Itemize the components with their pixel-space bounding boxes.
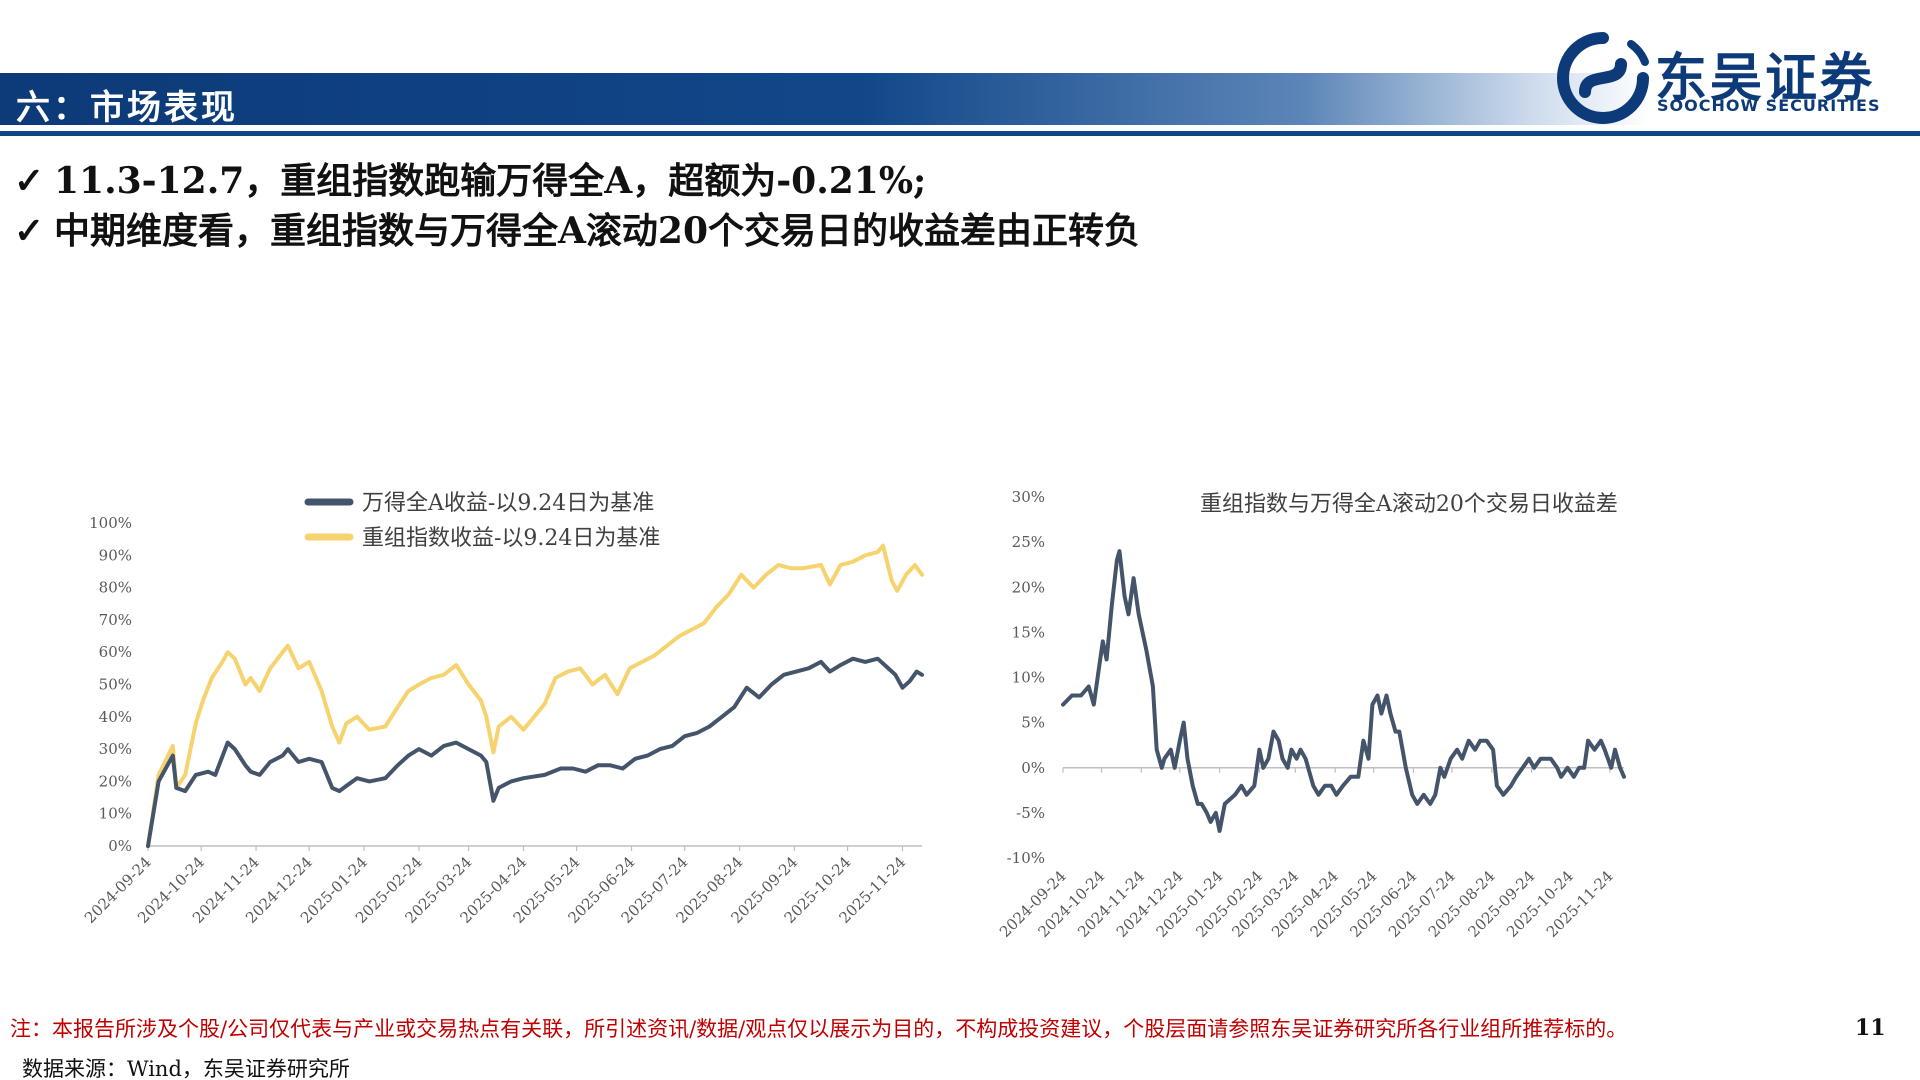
y-tick-label: 80% (99, 579, 132, 597)
y-tick-label: -5% (1016, 804, 1045, 822)
y-tick-label: 100% (89, 514, 132, 532)
brand-logo: 东吴证券 SOOCHOW SECURITIES (1555, 30, 1915, 130)
y-tick-label: 5% (1021, 714, 1045, 732)
y-tick-label: 10% (99, 805, 132, 823)
disclaimer-note: 注：本报告所涉及个股/公司仅代表与产业或交易热点有关联，所引述资讯/数据/观点仅… (10, 1017, 1628, 1041)
y-tick-label: 0% (108, 837, 132, 855)
y-tick-label: 20% (1012, 578, 1045, 596)
y-tick-label: 25% (1012, 533, 1045, 551)
series-line (146, 543, 924, 848)
checkmark-icon: ✓ (14, 160, 45, 202)
y-tick-label: 0% (1021, 759, 1045, 777)
y-tick-label: 30% (99, 740, 132, 758)
section-title: 六：市场表现 (16, 88, 238, 128)
y-tick-label: 60% (99, 643, 132, 661)
series-line (146, 656, 924, 848)
y-tick-label: -10% (1007, 849, 1045, 867)
bullet-text: 11.3-12.7，重组指数跑输万得全A，超额为-0.21%; (54, 160, 927, 202)
header-divider (0, 131, 1920, 136)
cumulative-return-chart: 0% 10% 20% 30% 40% 50% 60% 70% 80% 90% 100% 2024-09… (60, 475, 940, 965)
y-tick-label: 70% (99, 611, 132, 629)
y-tick-label: 50% (99, 676, 132, 694)
bullet-point: ✓ 11.3-12.7，重组指数跑输万得全A，超额为-0.21%; (14, 152, 926, 204)
legend-label: 万得全A收益-以9.24日为基准 (362, 491, 654, 516)
y-tick-label: 20% (99, 772, 132, 790)
checkmark-icon: ✓ (14, 210, 45, 252)
cumulative-return-chart-svg: 0%10%20%30%40%50%60%70%80%90%100%2024-09… (81, 491, 924, 927)
y-tick-label: 40% (99, 708, 132, 726)
chart-title: 重组指数与万得全A滚动20个交易日收益差 (1200, 492, 1618, 517)
brand-name-cn: 东吴证券 (1655, 49, 1876, 109)
series-line (1061, 549, 1626, 833)
rolling-return-spread-chart: -10% -5% 0% 5% 10% 15% 20% 25% 30% 2024-09-24 2024… (960, 475, 1900, 965)
bullet-point: ✓ 中期维度看，重组指数与万得全A滚动20个交易日的收益差由正转负 (14, 202, 1140, 254)
data-source: 数据来源：Wind，东吴证券研究所 (22, 1057, 350, 1080)
rolling-return-spread-chart-svg: -10%-5%0%5%10%15%20%25%30%2024-09-242024… (996, 488, 1626, 941)
y-tick-label: 30% (1012, 488, 1045, 506)
y-tick-label: 10% (1012, 669, 1045, 687)
bullet-text: 中期维度看，重组指数与万得全A滚动20个交易日的收益差由正转负 (54, 210, 1141, 252)
y-tick-label: 15% (1012, 623, 1045, 641)
legend-label: 重组指数收益-以9.24日为基准 (362, 526, 660, 551)
page-number: 11 (1855, 1015, 1886, 1041)
brand-name-en: SOOCHOW SECURITIES (1657, 96, 1881, 115)
soochow-logo-icon (1557, 32, 1649, 124)
y-tick-label: 90% (99, 546, 132, 564)
